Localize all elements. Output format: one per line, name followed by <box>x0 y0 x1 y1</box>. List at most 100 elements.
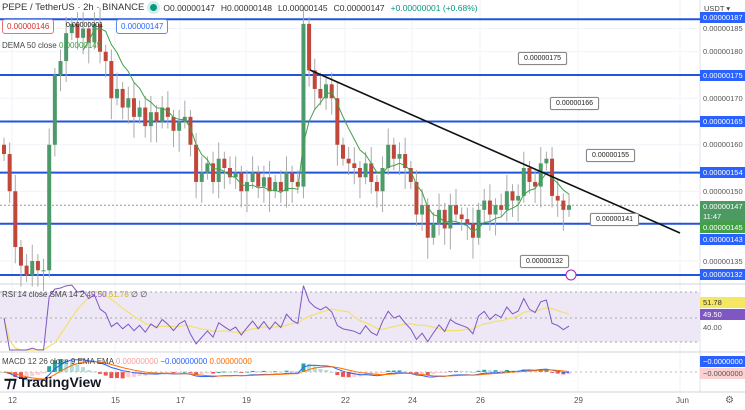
candle-down <box>13 191 18 248</box>
candle-down <box>7 154 12 192</box>
macd-histogram-bar <box>58 358 63 372</box>
dema-value: 0.00000145 <box>58 41 102 50</box>
candle-up <box>41 270 46 272</box>
candle-up <box>324 84 329 99</box>
candle-down <box>318 88 323 99</box>
candle-down <box>510 191 515 201</box>
price-callout[interactable]: 0.00000132 <box>520 255 569 268</box>
candle-up <box>420 205 425 215</box>
time-tick-label: Jun <box>676 396 689 405</box>
macd-histogram-bar <box>544 370 549 372</box>
macd-histogram-bar <box>431 372 436 375</box>
chart-header: PEPE / TetherUS · 2h · BINANCE O0.000001… <box>2 2 478 13</box>
candle-down <box>154 112 159 122</box>
macd-histogram-bar <box>126 372 131 378</box>
price-callout[interactable]: 0.00000166 <box>550 97 599 110</box>
candle-up <box>137 107 142 117</box>
candle-up <box>273 181 278 192</box>
macd-histogram-bar <box>312 366 317 372</box>
price-callout[interactable]: 0.00000155 <box>586 149 635 162</box>
time-tick-label: 17 <box>176 396 185 405</box>
macd-histogram-bar <box>386 370 391 372</box>
candle-down <box>120 88 125 108</box>
price-callout[interactable]: 0.00000141 <box>590 213 639 226</box>
candle-down <box>403 154 408 168</box>
ohlc-high: H0.00000148 <box>220 2 272 13</box>
candle-up <box>199 172 204 182</box>
macd-histogram-bar <box>24 372 29 379</box>
candle-up <box>476 209 481 238</box>
candle-up <box>363 163 368 178</box>
candle-up <box>126 98 131 108</box>
rsi-extra: ∅ ∅ <box>131 290 148 299</box>
macd-histogram-bar <box>391 370 396 372</box>
candle-down <box>357 168 362 178</box>
candle-down <box>256 172 261 187</box>
candle-up <box>397 154 402 159</box>
bar-countdown: 11:47 <box>703 212 722 221</box>
sell-button[interactable]: 0.00000146 <box>2 19 55 34</box>
candle-up <box>52 75 57 145</box>
macd-signal-line <box>3 361 570 380</box>
candle-down <box>103 51 108 62</box>
macd-histogram-bar <box>324 370 329 372</box>
tv-logo-icon: ⁊⁊ <box>4 374 17 391</box>
candle-down <box>165 107 170 117</box>
level-price-tag: 0.00000132 <box>700 269 745 281</box>
tradingview-logo: ⁊⁊ TradingView <box>4 373 101 391</box>
macd-histogram-bar <box>487 370 492 372</box>
macd-histogram-bar <box>211 372 216 374</box>
candle-up <box>431 223 436 238</box>
rsi-label: RSI 14 close SMA 14 2 <box>2 290 85 299</box>
candle-up <box>92 23 97 43</box>
candle-up <box>148 112 153 127</box>
macd-signal-value: 0.00000000 <box>209 357 252 366</box>
macd-histogram-bar <box>470 371 475 373</box>
macd-histogram-bar <box>550 372 555 373</box>
candle-up <box>380 168 385 192</box>
currency-selector[interactable]: USDT ▾ <box>704 4 731 13</box>
settings-gear-icon[interactable]: ⚙ <box>725 395 734 406</box>
macd-histogram-bar <box>499 370 504 372</box>
macd-histogram-bar <box>131 372 136 378</box>
ohlc-low: L0.00000145 <box>277 2 328 13</box>
macd-hist-value: 0.00000000 <box>115 357 159 366</box>
price-callout[interactable]: 0.00000175 <box>518 52 567 65</box>
macd-histogram-bar <box>504 370 509 372</box>
macd-histogram-bar <box>30 372 35 377</box>
trendline <box>309 69 681 234</box>
rsi-sma-value: 51.78 <box>108 290 129 299</box>
buy-button[interactable]: 0.00000147 <box>116 19 169 34</box>
candle-down <box>143 107 148 127</box>
level-price-tag: 0.00000143 <box>700 234 745 245</box>
level-price-tag: 0.00000165 <box>700 116 745 127</box>
candle-up <box>482 200 487 210</box>
candle-up <box>47 144 52 271</box>
macd-histogram-bar <box>267 371 272 373</box>
candle-up <box>81 28 86 38</box>
candle-up <box>69 23 74 34</box>
macd-histogram-bar <box>81 367 86 372</box>
time-tick-label: 22 <box>341 396 350 405</box>
candle-down <box>454 205 458 215</box>
dema-price-tag: 0.00000145 <box>700 222 745 233</box>
macd-histogram-bar <box>160 372 165 373</box>
macd-histogram-bar <box>171 372 176 373</box>
candle-down <box>290 172 295 182</box>
macd-histogram-bar <box>165 372 170 373</box>
candle-down <box>533 181 538 187</box>
macd-histogram-bar <box>442 372 447 373</box>
candle-up <box>177 121 182 131</box>
candle-down <box>346 158 351 164</box>
macd-histogram-bar <box>261 370 266 372</box>
macd-value: −0.00000000 <box>160 357 208 366</box>
macd-histogram-bar <box>290 370 295 372</box>
macd-histogram-bar <box>35 372 40 375</box>
symbol-title[interactable]: PEPE / TetherUS · 2h · BINANCE <box>2 2 145 13</box>
candle-down <box>295 181 300 187</box>
candle-down <box>352 163 357 168</box>
time-tick-label: 24 <box>408 396 417 405</box>
macd-histogram-bar <box>335 372 340 376</box>
candle-up <box>448 205 453 229</box>
